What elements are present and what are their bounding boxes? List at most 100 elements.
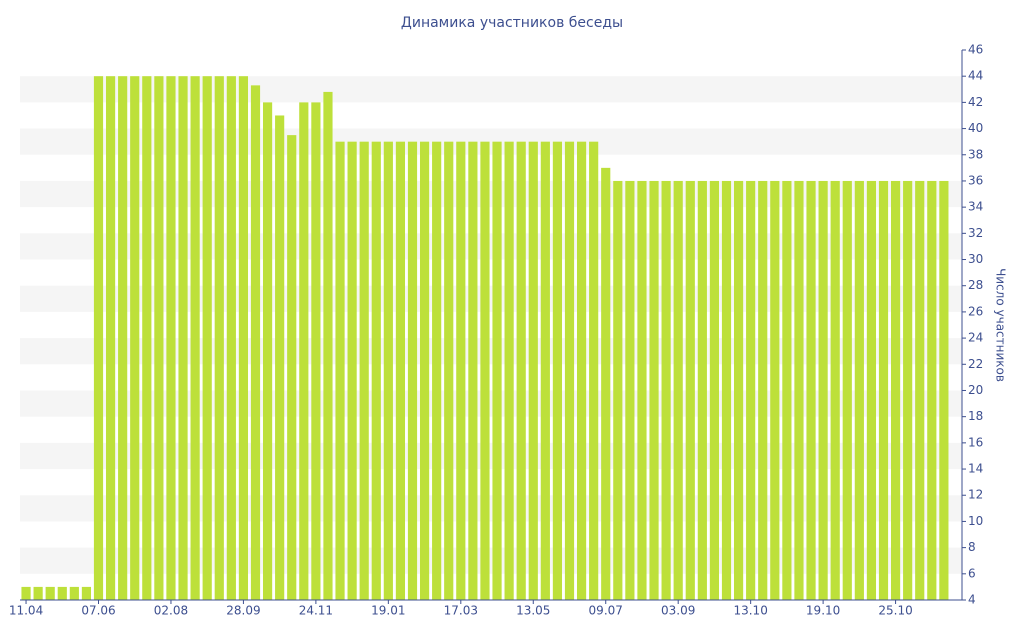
bar	[359, 141, 369, 600]
grid-band	[20, 495, 962, 522]
bar	[637, 180, 647, 600]
grid-band	[20, 285, 962, 312]
y-tick-label: 22	[968, 357, 983, 371]
x-tick-label: 11.04	[9, 604, 43, 618]
bar	[540, 141, 550, 600]
bar	[613, 180, 623, 600]
bar	[794, 180, 804, 600]
bar	[528, 141, 538, 600]
bar	[395, 141, 406, 600]
bar	[903, 180, 913, 600]
bar	[468, 141, 478, 600]
y-tick-label: 14	[968, 462, 983, 476]
bar	[758, 180, 768, 600]
bar	[33, 586, 43, 600]
y-tick-label: 6	[968, 566, 976, 580]
y-tick-label: 34	[968, 200, 983, 214]
bar	[939, 180, 949, 600]
bar	[782, 180, 792, 600]
bar	[335, 141, 345, 600]
bar	[890, 180, 901, 600]
bar	[287, 135, 297, 600]
bar	[323, 91, 333, 601]
y-tick-label: 36	[968, 173, 983, 187]
chart-title: Динамика участников беседы	[401, 15, 623, 31]
y-tick-label: 4	[968, 593, 976, 607]
bar	[854, 180, 864, 600]
bar	[371, 141, 381, 600]
bar	[625, 180, 635, 600]
bar	[57, 586, 67, 600]
bar	[142, 76, 152, 600]
x-tick-label: 19.10	[806, 604, 840, 618]
grid-band	[20, 547, 962, 574]
bar	[93, 76, 104, 600]
bar	[661, 180, 671, 600]
y-tick-label: 46	[968, 43, 983, 57]
grid-band	[20, 180, 962, 208]
bar	[190, 76, 200, 600]
bar	[492, 141, 502, 600]
bar	[552, 141, 563, 600]
bar	[419, 141, 430, 600]
y-tick-label: 30	[968, 252, 983, 266]
x-tick-label: 25.10	[878, 604, 912, 618]
y-tick-label: 44	[968, 69, 983, 83]
x-tick-label: 19.01	[371, 604, 405, 618]
bar	[709, 180, 720, 600]
bar	[456, 141, 466, 600]
bar	[697, 180, 707, 600]
y-tick-label: 42	[968, 95, 983, 109]
y-tick-label: 24	[968, 331, 983, 345]
bar	[806, 180, 816, 600]
grid-band	[20, 442, 962, 470]
y-tick-label: 10	[968, 514, 983, 528]
y-tick-label: 32	[968, 226, 983, 240]
x-tick-label: 24.11	[299, 604, 333, 618]
x-tick-label: 13.10	[733, 604, 767, 618]
x-tick-label: 03.09	[661, 604, 695, 618]
bar	[589, 141, 599, 600]
y-tick-label: 20	[968, 383, 983, 397]
bar	[721, 180, 732, 600]
grid-band	[20, 233, 962, 260]
bar	[250, 85, 261, 601]
bar	[649, 180, 659, 600]
x-tick-label: 13.05	[516, 604, 550, 618]
bar	[275, 115, 285, 600]
x-tick-label: 17.03	[444, 604, 478, 618]
bar	[564, 141, 575, 600]
bar	[347, 141, 357, 600]
bar	[673, 180, 683, 600]
bar	[866, 180, 877, 600]
y-axis-title: Число участников	[994, 268, 1008, 382]
bar	[516, 141, 526, 600]
bar	[21, 586, 31, 600]
bar	[842, 180, 852, 600]
bar	[830, 180, 840, 600]
y-tick-label: 40	[968, 121, 983, 135]
bar	[915, 180, 925, 600]
y-tick-label: 38	[968, 147, 983, 161]
bar	[226, 76, 236, 600]
bar	[238, 76, 249, 600]
bar	[262, 102, 273, 600]
y-tick-label: 18	[968, 409, 983, 423]
bar	[214, 76, 224, 600]
bar	[770, 180, 780, 600]
bar	[383, 141, 393, 600]
y-tick-label: 8	[968, 540, 976, 554]
bar	[601, 167, 611, 600]
bar	[480, 141, 490, 600]
bar	[504, 141, 514, 600]
y-tick-label: 26	[968, 304, 983, 318]
bar	[746, 180, 756, 600]
bar	[733, 180, 744, 600]
bar	[299, 102, 309, 600]
y-tick-label: 12	[968, 488, 983, 502]
bar	[407, 141, 418, 600]
bar	[311, 102, 321, 600]
bar	[154, 76, 164, 600]
